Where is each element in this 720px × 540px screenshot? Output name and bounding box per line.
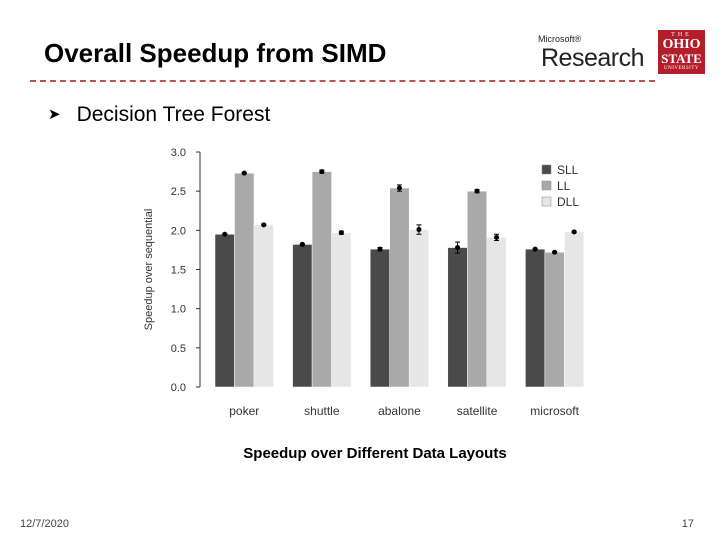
mean-point <box>299 241 305 247</box>
bar-ll-poker <box>234 172 255 388</box>
osu-logo-the: THE <box>671 32 692 38</box>
mean-point <box>377 246 383 252</box>
mean-point <box>552 249 558 255</box>
bar-sll-satellite <box>447 247 468 388</box>
bullet-item: ➤ Decision Tree Forest <box>48 103 270 127</box>
microsoft-logo-small-text: Microsoft® <box>538 34 582 44</box>
x-tick-label: satellite <box>457 404 498 418</box>
bullet-text: Decision Tree Forest <box>76 103 271 126</box>
bar-ll-microsoft <box>544 252 565 388</box>
legend-label-dll: DLL <box>557 195 579 209</box>
bar-dll-shuttle <box>331 232 352 388</box>
mean-point <box>222 231 228 237</box>
bar-dll-microsoft <box>564 231 585 388</box>
legend-swatch-ll <box>541 180 552 191</box>
mean-point <box>261 222 267 228</box>
bar-sll-shuttle <box>292 244 313 388</box>
osu-logo-university: UNIVERSITY <box>664 66 699 71</box>
legend-label-ll: LL <box>557 179 571 193</box>
mean-point <box>455 245 461 251</box>
bar-ll-abalone <box>389 187 410 388</box>
footer-date: 12/7/2020 <box>20 518 69 530</box>
mean-point <box>319 169 325 175</box>
x-tick-label: shuttle <box>304 404 340 418</box>
bar-sll-poker <box>214 234 235 388</box>
bar-dll-abalone <box>408 229 429 388</box>
bar-sll-abalone <box>369 248 390 388</box>
mean-point <box>571 229 577 235</box>
mean-point <box>396 185 402 191</box>
ohio-state-logo: THE OHIO STATE UNIVERSITY <box>658 30 705 74</box>
mean-point <box>532 246 538 252</box>
mean-point <box>494 234 500 240</box>
microsoft-research-logo: Microsoft® Research <box>535 34 650 72</box>
arrow-bullet-icon: ➤ <box>48 106 61 123</box>
x-tick-label: abalone <box>378 404 421 418</box>
page-number: 17 <box>681 518 694 530</box>
bar-dll-satellite <box>486 237 507 388</box>
mean-point <box>474 188 480 194</box>
y-tick-label: 1.0 <box>171 304 186 316</box>
osu-logo-ohio: OHIO <box>662 37 701 52</box>
y-tick-label: 2.5 <box>171 186 186 198</box>
x-tick-label: poker <box>229 404 259 418</box>
chart-caption: Speedup over Different Data Layouts <box>243 445 507 462</box>
legend-swatch-sll <box>541 164 552 175</box>
bar-ll-satellite <box>467 190 488 388</box>
mean-point <box>338 230 344 236</box>
y-tick-label: 0.0 <box>171 382 186 394</box>
legend-label-sll: SLL <box>557 163 579 177</box>
speedup-bar-chart: 0.0 0.5 1.0 1.5 2.0 2.5 3.0 Speedup over sequen… <box>143 147 585 418</box>
title-divider <box>30 80 655 82</box>
microsoft-logo-research-text: Research <box>541 44 645 72</box>
osu-logo-state: STATE <box>661 51 702 66</box>
y-tick-label: 1.5 <box>171 265 186 277</box>
y-tick-label: 3.0 <box>171 147 186 159</box>
mean-point <box>416 227 422 233</box>
bar-dll-poker <box>253 224 274 388</box>
bar-sll-microsoft <box>525 248 546 388</box>
x-tick-label: microsoft <box>530 404 579 418</box>
mean-point <box>241 170 247 176</box>
legend-swatch-dll <box>541 196 552 207</box>
slide-title: Overall Speedup from SIMD <box>44 38 387 68</box>
bar-ll-shuttle <box>311 171 332 388</box>
y-tick-label: 0.5 <box>171 343 186 355</box>
y-axis-label: Speedup over sequential <box>143 209 155 331</box>
y-tick-label: 2.0 <box>171 225 186 237</box>
